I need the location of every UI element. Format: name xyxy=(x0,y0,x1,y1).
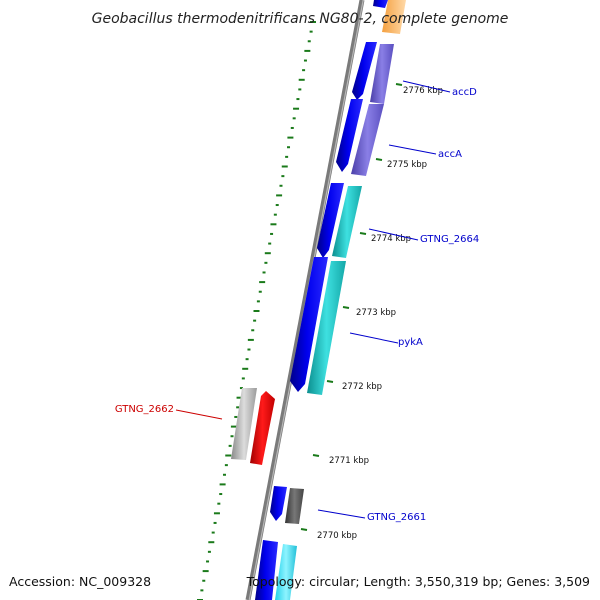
gene-label-GTNG_2664: GTNG_2664 xyxy=(420,234,479,245)
tick-label-2776: 2776 kbp xyxy=(403,86,443,96)
gene-label-pykA: pykA xyxy=(398,337,423,348)
gene-label-GTNG_2661: GTNG_2661 xyxy=(367,512,426,523)
feature-top-orange xyxy=(382,0,406,34)
gene-GTNG_2664-arrow xyxy=(317,183,344,258)
gene-GTNG_2661-arrow xyxy=(270,486,287,521)
gene-accD-arrow xyxy=(352,42,377,100)
tick-label-2771: 2771 kbp xyxy=(329,456,369,466)
feature-bottom-cyan xyxy=(275,544,297,600)
map-title: Geobacillus thermodenitrificans NG80-2, … xyxy=(92,11,509,27)
gene-accA-arrow xyxy=(336,99,363,172)
feature-top-forward xyxy=(373,0,388,8)
gene-GTNG_2661-grey xyxy=(285,488,304,524)
accession-label: Accession: NC_009328 xyxy=(9,574,151,589)
tick-label-2770: 2770 kbp xyxy=(317,531,357,541)
tick-marks xyxy=(300,83,403,531)
tick-label-2773: 2773 kbp xyxy=(356,308,396,318)
gene-label-accD: accD xyxy=(452,87,477,98)
gene-pykA-arrow xyxy=(290,257,328,392)
gene-label-accA: accA xyxy=(438,149,462,160)
feature-bottom-forward xyxy=(255,540,278,600)
gene-GTNG_2662-arrow xyxy=(250,391,275,465)
tick-label-2774: 2774 kbp xyxy=(371,234,411,244)
tick-label-2775: 2775 kbp xyxy=(387,160,427,170)
gene-accD-rna xyxy=(370,44,394,104)
tick-label-2772: 2772 kbp xyxy=(342,382,382,392)
genome-backbone xyxy=(245,0,365,600)
gene-GTNG_2662-grey xyxy=(231,388,257,460)
gene-accA-rna xyxy=(351,104,384,176)
genome-summary: Topology: circular; Length: 3,550,319 bp… xyxy=(246,574,590,589)
gene-label-GTNG_2662: GTNG_2662 xyxy=(115,404,174,415)
gene-pykA-rna xyxy=(307,261,346,395)
gene-leader-lines xyxy=(175,80,451,519)
gene-GTNG_2664-rna xyxy=(332,186,362,258)
